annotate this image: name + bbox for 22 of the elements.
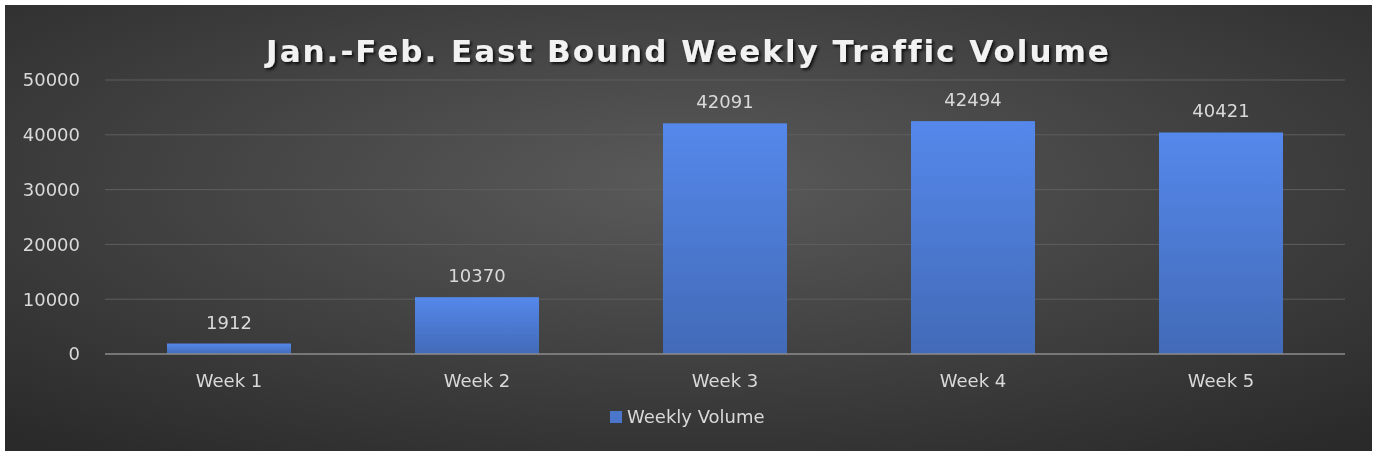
x-tick-label: Week 3 [691,370,759,391]
data-label: 10370 [448,265,506,287]
data-label: 40421 [1192,100,1250,122]
bar [1159,132,1283,354]
x-tick-label: Week 4 [939,370,1007,391]
legend-label: Weekly Volume [627,406,765,428]
y-tick-label: 50000 [22,69,80,91]
x-tick-label: Week 1 [195,370,263,391]
y-tick-label: 0 [68,343,80,365]
bar [663,123,787,354]
y-tick-label: 20000 [22,233,80,255]
chart-title: Jan.-Feb. East Bound Weekly Traffic Volume [264,33,1111,69]
y-tick-label: 10000 [22,288,80,310]
x-tick-label: Week 2 [443,370,511,391]
data-label: 42091 [696,91,754,113]
data-label: 42494 [944,89,1002,111]
bar [911,121,1035,354]
y-tick-label: 30000 [22,178,80,200]
bar [415,297,539,354]
y-tick-label: 40000 [22,124,80,146]
x-tick-label: Week 5 [1187,370,1255,391]
data-label: 1912 [206,311,252,333]
